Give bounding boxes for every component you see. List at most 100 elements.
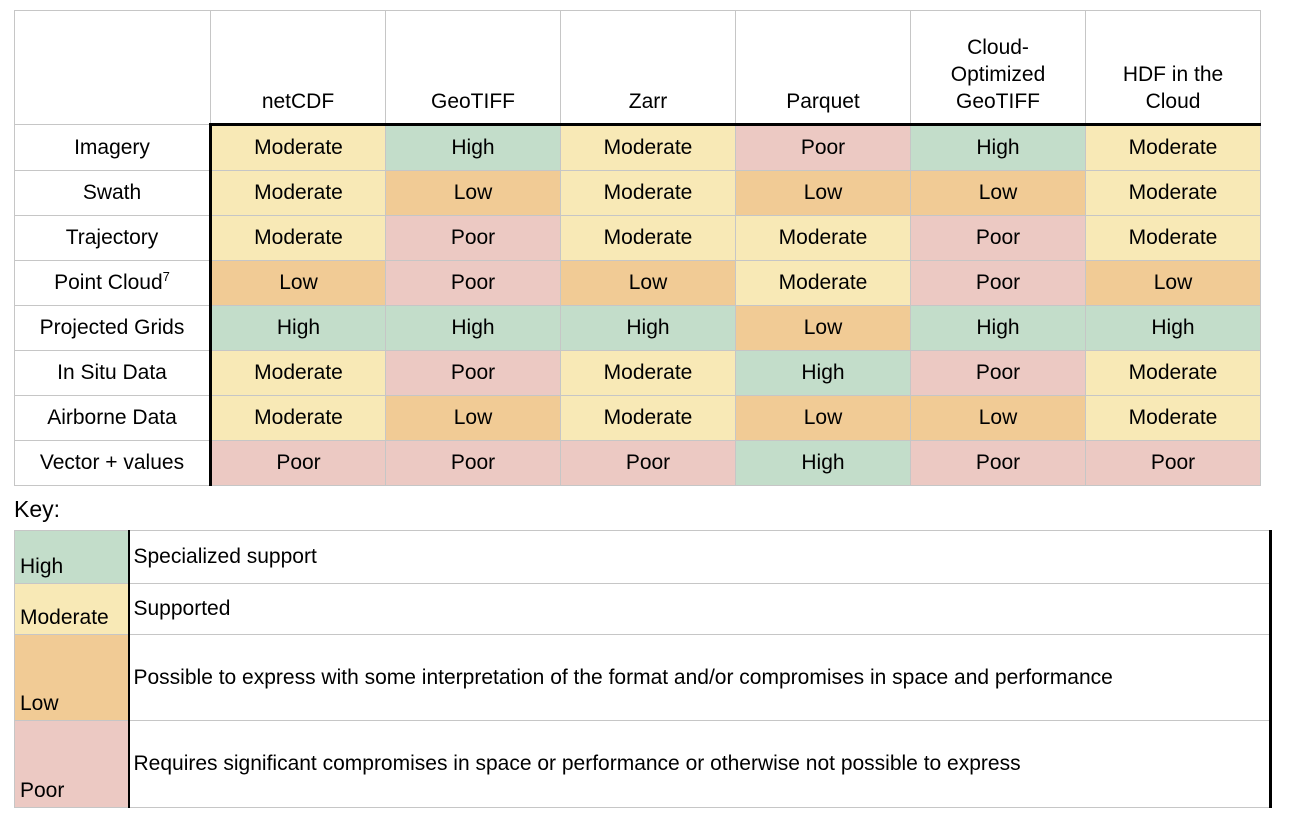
rating-cell: Moderate xyxy=(735,215,911,261)
rating-cell: Poor xyxy=(910,260,1086,306)
table-row-vector-values: Vector + values Poor Poor Poor High Poor… xyxy=(14,440,1261,486)
key-heading: Key: xyxy=(14,496,61,522)
rating-cell: Low xyxy=(735,395,911,441)
key-table: High Specialized support Moderate Suppor… xyxy=(14,530,1272,808)
footnote-marker: 7 xyxy=(162,269,170,284)
column-header-label: Cloud-Optimized GeoTIFF xyxy=(950,36,1046,113)
column-header-hdf-cloud: HDF in the Cloud xyxy=(1085,10,1261,126)
row-label-text: Point Cloud xyxy=(54,271,163,294)
rating-cell: Poor xyxy=(385,260,561,306)
rating-cell: Moderate xyxy=(210,215,386,261)
rating-cell: Poor xyxy=(385,440,561,486)
key-row-poor: Poor Requires significant compromises in… xyxy=(14,720,1272,808)
row-label-text: Swath xyxy=(82,181,142,204)
rating-cell: Moderate xyxy=(560,215,736,261)
table-row-imagery: Imagery Moderate High Moderate Poor High… xyxy=(14,124,1261,171)
rating-cell: Moderate xyxy=(210,350,386,396)
rating-cell: Moderate xyxy=(1085,215,1261,261)
header-row: netCDF GeoTIFF Zarr Parquet Cloud-Optimi… xyxy=(14,10,1261,126)
key-swatch: Low xyxy=(14,634,130,721)
row-label-text: Airborne Data xyxy=(47,406,177,429)
rating-cell: Moderate xyxy=(560,124,736,171)
rating-cell: Moderate xyxy=(1085,124,1261,171)
rating-cell: Moderate xyxy=(560,395,736,441)
rating-cell: Poor xyxy=(210,440,386,486)
column-header-label: netCDF xyxy=(261,90,335,113)
key-swatch: Moderate xyxy=(14,583,130,635)
key-description-text: Requires significant compromises in spac… xyxy=(133,752,1021,775)
rating-cell: Low xyxy=(735,305,911,351)
column-header-geotiff: GeoTIFF xyxy=(385,10,561,126)
key-description-text: Specialized support xyxy=(133,545,317,568)
row-label: In Situ Data xyxy=(14,350,212,396)
row-label: Projected Grids xyxy=(14,305,212,351)
rating-cell: Moderate xyxy=(210,124,386,171)
key-description-text: Supported xyxy=(133,597,231,620)
row-label-text: Projected Grids xyxy=(39,316,185,339)
row-label: Airborne Data xyxy=(14,395,212,441)
key-row-high: High Specialized support xyxy=(14,530,1272,584)
rating-cell: High xyxy=(735,440,911,486)
rating-cell: Moderate xyxy=(1085,170,1261,216)
rating-cell: Moderate xyxy=(1085,350,1261,396)
key-description: Specialized support xyxy=(128,530,1272,584)
rating-cell: Poor xyxy=(560,440,736,486)
column-header-label: Zarr xyxy=(628,90,668,113)
column-header-cog: Cloud-Optimized GeoTIFF xyxy=(910,10,1086,126)
rating-cell: Moderate xyxy=(1085,395,1261,441)
rating-cell: High xyxy=(910,124,1086,171)
key-swatch: High xyxy=(14,530,130,584)
key-description-text: Possible to express with some interpreta… xyxy=(133,665,1113,689)
key-row-moderate: Moderate Supported xyxy=(14,583,1272,635)
rating-cell: Moderate xyxy=(210,395,386,441)
table-row-point-cloud: Point Cloud7 Low Poor Low Moderate Poor … xyxy=(14,260,1261,306)
column-header-zarr: Zarr xyxy=(560,10,736,126)
rating-cell: Poor xyxy=(910,350,1086,396)
rating-cell: Moderate xyxy=(560,350,736,396)
rating-cell: Poor xyxy=(385,350,561,396)
key-row-low: Low Possible to express with some interp… xyxy=(14,634,1272,721)
key-description: Possible to express with some interpreta… xyxy=(128,634,1272,721)
table-row-airborne: Airborne Data Moderate Low Moderate Low … xyxy=(14,395,1261,441)
rating-cell: High xyxy=(910,305,1086,351)
row-label-text: Trajectory xyxy=(65,226,159,249)
row-label-text: Imagery xyxy=(74,135,150,159)
rating-cell: Poor xyxy=(910,440,1086,486)
row-label: Swath xyxy=(14,170,212,216)
table-row-projected-grids: Projected Grids High High High Low High … xyxy=(14,305,1261,351)
rating-cell: Low xyxy=(385,395,561,441)
rating-cell: Poor xyxy=(910,215,1086,261)
corner-cell xyxy=(14,10,211,125)
key-swatch: Poor xyxy=(14,720,130,808)
rating-cell: Low xyxy=(910,170,1086,216)
rating-cell: High xyxy=(735,350,911,396)
rating-cell: Poor xyxy=(735,124,911,171)
rating-cell: Low xyxy=(910,395,1086,441)
row-label: Trajectory xyxy=(14,215,212,261)
rating-cell: Moderate xyxy=(735,260,911,306)
table-row-trajectory: Trajectory Moderate Poor Moderate Modera… xyxy=(14,215,1261,261)
rating-cell: Low xyxy=(1085,260,1261,306)
row-label: Point Cloud7 xyxy=(14,260,212,306)
column-header-label: Parquet xyxy=(786,90,860,113)
column-header-label: GeoTIFF xyxy=(430,90,515,113)
row-label-text: Vector + values xyxy=(39,451,185,474)
rating-cell: High xyxy=(385,124,561,171)
rating-cell: High xyxy=(385,305,561,351)
rating-cell: High xyxy=(210,305,386,351)
key-description: Requires significant compromises in spac… xyxy=(128,720,1272,808)
column-header-netcdf: netCDF xyxy=(210,10,386,126)
format-comparison-table: netCDF GeoTIFF Zarr Parquet Cloud-Optimi… xyxy=(14,10,1261,486)
row-label: Vector + values xyxy=(14,440,212,486)
rating-cell: Low xyxy=(560,260,736,306)
column-header-parquet: Parquet xyxy=(735,10,911,126)
rating-cell: High xyxy=(1085,305,1261,351)
rating-cell: Poor xyxy=(385,215,561,261)
rating-cell: High xyxy=(560,305,736,351)
row-label: Imagery xyxy=(14,124,212,171)
rating-cell: Low xyxy=(210,260,386,306)
table-row-swath: Swath Moderate Low Moderate Low Low Mode… xyxy=(14,170,1261,216)
key-description: Supported xyxy=(128,583,1272,635)
rating-cell: Moderate xyxy=(210,170,386,216)
